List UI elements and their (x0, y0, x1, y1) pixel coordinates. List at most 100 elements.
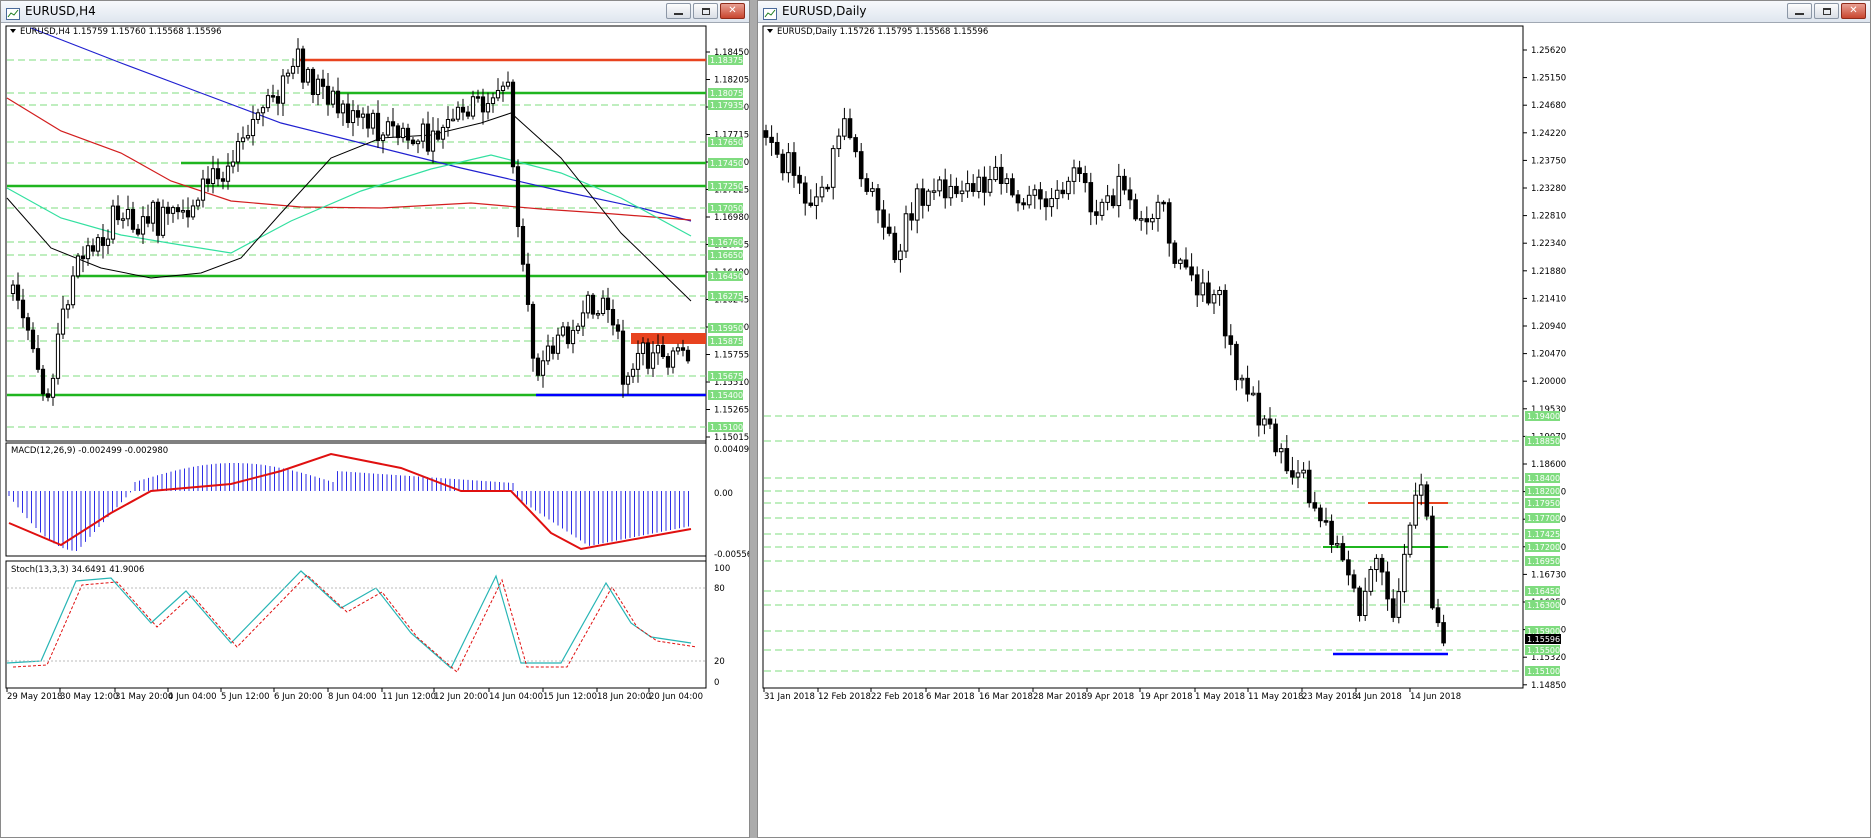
level-tag-label: 1.16450 (1527, 587, 1560, 596)
level-tag-bg (1525, 411, 1560, 421)
h4-title-bar[interactable]: EURUSD,H4 ✕ (1, 1, 749, 23)
current-price-tag-bg (1525, 634, 1561, 644)
price-tick-label: 1.15755 (714, 351, 749, 361)
daily-candle (1082, 173, 1088, 184)
maximize-button[interactable] (1814, 3, 1839, 19)
price-candle (620, 330, 626, 385)
price-candle (565, 326, 571, 345)
daily-chart-window[interactable]: EURUSD,Daily ✕ 1.25620 1.25150 1.24680 1.24… (757, 0, 1871, 838)
time-tick-label: 12 Jun 20:00 (434, 692, 488, 702)
price-candle (625, 375, 631, 385)
daily-candle (1150, 217, 1155, 223)
daily-candle (763, 130, 769, 138)
level-tag-label: 1.17935 (710, 101, 743, 110)
daily-candle (1105, 195, 1110, 203)
daily-candle (1088, 182, 1094, 213)
level-tag-label: 1.17450 (710, 159, 743, 168)
level-tag-label: 1.15400 (710, 391, 743, 400)
h4-chart-area[interactable]: 1.184501.182051.179601.177151.174701.172… (1, 23, 749, 837)
price-candle (645, 342, 651, 369)
resistance-zone (631, 333, 706, 344)
price-candle (535, 357, 541, 376)
daily-candle (1054, 189, 1060, 200)
price-candle (280, 75, 286, 104)
maximize-button[interactable] (693, 3, 718, 19)
daily-candle (1038, 189, 1043, 200)
daily-candle (892, 232, 898, 261)
price-candle (310, 68, 316, 95)
price-candle (25, 317, 31, 331)
level-tag-label: 1.19400 (1527, 412, 1560, 421)
daily-candle (1127, 189, 1133, 201)
price-candle (10, 284, 16, 295)
stoch-tick-label: 80 (714, 584, 725, 594)
minimize-button[interactable] (1787, 3, 1812, 19)
price-candle (335, 90, 341, 114)
daily-candle (1290, 470, 1295, 478)
price-candle (220, 178, 226, 182)
level-tag-bg (708, 88, 743, 98)
price-candle (390, 121, 396, 127)
price-candle (140, 216, 146, 235)
daily-candle (1312, 502, 1318, 509)
minimize-button[interactable] (666, 3, 691, 19)
h4-chart-window[interactable]: EURUSD,H4 ✕ 1.184501.182051.179601.17715… (0, 0, 750, 838)
daily-candle (942, 179, 948, 199)
daily-candle (1374, 557, 1379, 571)
daily-candle (1396, 591, 1402, 618)
daily-candle (1178, 259, 1183, 264)
collapse-arrow-icon (10, 29, 16, 33)
level-tag-bg (1525, 645, 1560, 655)
time-tick-label: 22 Feb 2018 (871, 692, 924, 702)
price-candle (210, 168, 216, 184)
daily-candle (1318, 507, 1323, 522)
price-candle (605, 297, 611, 310)
daily-title-bar[interactable]: EURUSD,Daily ✕ (758, 1, 1870, 23)
price-candle (105, 238, 111, 246)
level-tag-label: 1.17950 (1527, 499, 1560, 508)
price-tick-label: 1.18450 (714, 48, 749, 58)
price-candle (135, 228, 141, 235)
price-candle (340, 103, 346, 114)
price-candle (80, 255, 86, 260)
daily-candle (1390, 598, 1396, 618)
price-tick-label: 1.15015 (714, 433, 749, 443)
daily-candle (1234, 343, 1239, 381)
price-candle (490, 97, 496, 105)
close-button[interactable]: ✕ (1841, 3, 1866, 19)
daily-candle (931, 190, 937, 193)
daily-candle (875, 188, 881, 211)
daily-candle (1402, 553, 1407, 593)
daily-candle (1385, 571, 1390, 600)
chart-window-icon (6, 5, 20, 24)
time-tick-label: 16 Mar 2018 (979, 692, 1033, 702)
daily-candle (1250, 392, 1256, 396)
price-candle (185, 210, 191, 218)
close-button[interactable]: ✕ (720, 3, 745, 19)
daily-chart-area[interactable]: 1.25620 1.25150 1.24680 1.24220 1.23750 1.232… (758, 23, 1870, 837)
price-candle (65, 304, 71, 310)
price-candle (290, 65, 296, 74)
price-candle (205, 178, 211, 184)
price-candle (50, 377, 56, 398)
daily-candle (1043, 198, 1049, 208)
price-tick-label: 1.20940 (1531, 322, 1566, 332)
macd-tick-label: 0.00409 (714, 445, 749, 455)
price-candle (540, 360, 546, 376)
price-candle (680, 347, 686, 351)
level-tag-label: 1.16450 (710, 272, 743, 281)
price-tick-label: 1.22340 (1531, 239, 1566, 249)
daily-candle (970, 183, 976, 192)
price-candle (445, 118, 451, 128)
price-candle (70, 275, 76, 306)
price-tick-label: 1.21880 (1531, 267, 1566, 277)
price-candle (160, 206, 166, 236)
time-tick-label: 4 Jun 04:00 (168, 692, 217, 702)
price-candle (235, 141, 241, 163)
price-candle (465, 111, 471, 117)
daily-candle (791, 152, 797, 176)
level-tag-bg (1525, 586, 1560, 596)
level-tag-label: 1.17200 (1527, 543, 1560, 552)
daily-candle (830, 148, 836, 188)
daily-candle (1435, 607, 1441, 624)
